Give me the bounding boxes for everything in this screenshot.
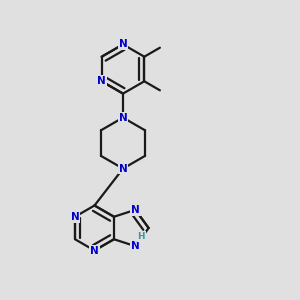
Text: N: N xyxy=(70,212,80,222)
Text: N: N xyxy=(97,76,106,86)
Text: H: H xyxy=(137,232,145,241)
Text: N: N xyxy=(118,112,127,123)
Text: N: N xyxy=(90,245,99,256)
Text: N: N xyxy=(118,164,127,174)
Text: N: N xyxy=(118,39,127,50)
Text: N: N xyxy=(131,241,140,251)
Text: N: N xyxy=(131,205,140,215)
